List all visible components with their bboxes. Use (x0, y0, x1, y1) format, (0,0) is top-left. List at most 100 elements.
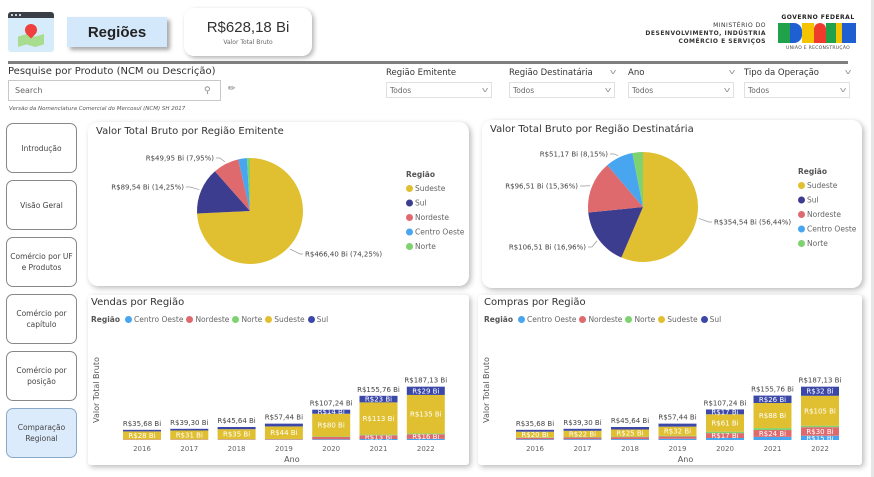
slicer-ano[interactable]: Ano v Todos v (628, 68, 736, 98)
slicer-dropdown[interactable]: Todos v (744, 82, 850, 98)
bar-segment-norte[interactable] (801, 425, 839, 428)
legend-item-sudeste[interactable]: Sudeste (807, 181, 838, 190)
bar-segment-centro-oeste[interactable] (611, 439, 649, 440)
bar-segment-nordeste[interactable] (801, 427, 839, 436)
bar-segment-nordeste[interactable] (359, 435, 398, 440)
pie-slice-sul[interactable] (588, 207, 643, 258)
bar-segment-centro-oeste[interactable] (312, 439, 351, 440)
eraser-icon[interactable]: ✏ (228, 84, 236, 94)
legend-item[interactable]: Sudeste (658, 315, 698, 324)
bar-segment-sudeste[interactable] (658, 426, 697, 436)
bar-segment-sudeste[interactable] (706, 414, 744, 432)
bar-segment-nordeste[interactable] (516, 437, 554, 440)
bar-segment-nordeste[interactable] (264, 439, 303, 440)
nav-comparacao-regional[interactable]: Comparação Regional (6, 408, 77, 458)
pie-slice-nordeste[interactable] (214, 159, 250, 211)
bar-segment-centro-oeste[interactable] (658, 438, 697, 440)
bar-segment-norte[interactable] (406, 433, 445, 435)
legend-item[interactable]: Norte (625, 315, 655, 324)
bar-segment-sul[interactable] (706, 409, 744, 415)
chevron-down-icon[interactable]: v (844, 68, 852, 76)
bar-segment-sul[interactable] (359, 395, 398, 403)
bar-segment-norte[interactable] (753, 428, 792, 431)
pie-slice-sul[interactable] (197, 171, 250, 214)
legend-item[interactable]: Sudeste (265, 315, 305, 324)
bar-segment-sudeste[interactable] (563, 430, 602, 438)
bar-segment-nordeste[interactable] (658, 436, 697, 439)
slicer-regiao-destinataria[interactable]: Região Destinatária v Todos v (509, 68, 617, 98)
bar-segment-sul[interactable] (123, 429, 161, 432)
bar-segment-sudeste[interactable] (359, 402, 398, 435)
bar-segment-centro-oeste[interactable] (801, 435, 839, 440)
bar-segment-nordeste[interactable] (753, 430, 792, 437)
bar-segment-sul[interactable] (658, 423, 697, 427)
bar-segment-sudeste[interactable] (312, 413, 351, 437)
bar-segment-nordeste[interactable] (406, 434, 445, 439)
pie-slice-norte[interactable] (632, 152, 643, 207)
bar-segment-centro-oeste[interactable] (359, 439, 398, 440)
nav-comercio-uf-produtos[interactable]: Comércio por UF e Produtos (6, 237, 77, 287)
legend-item-norte[interactable]: Norte (415, 242, 436, 251)
bar-segment-sudeste[interactable] (217, 429, 256, 440)
nav-comercio-posicao[interactable]: Comércio por posição (6, 351, 77, 401)
bar-segment-norte[interactable] (706, 431, 744, 434)
bar-segment-sudeste[interactable] (123, 431, 161, 440)
legend-item-nordeste[interactable]: Nordeste (415, 213, 449, 222)
legend-item-sudeste[interactable]: Sudeste (415, 184, 446, 193)
bar-segment-norte[interactable] (359, 434, 398, 436)
bar-segment-sul[interactable] (264, 423, 303, 427)
bar-segment-sul[interactable] (312, 409, 351, 414)
bar-segment-sudeste[interactable] (753, 403, 792, 429)
bar-segment-nordeste[interactable] (312, 436, 351, 440)
nav-introducao[interactable]: Introdução (6, 123, 77, 173)
bar-segment-sul[interactable] (516, 429, 554, 432)
bar-segment-sudeste[interactable] (801, 395, 839, 426)
bar-segment-centro-oeste[interactable] (753, 436, 792, 440)
legend-item[interactable]: Sul (307, 315, 328, 324)
pie-slice-centro-oeste[interactable] (238, 158, 250, 211)
legend-item[interactable]: Centro Oeste (518, 315, 576, 324)
bar-segment-sudeste[interactable] (170, 430, 209, 440)
legend-item[interactable]: Nordeste (579, 315, 622, 324)
bar-segment-sul[interactable] (611, 427, 649, 430)
legend-item-norte[interactable]: Norte (807, 239, 828, 248)
product-search-input[interactable]: Search ⚲ (8, 80, 221, 101)
slicer-tipo-operacao[interactable]: Tipo da Operação v Todos v (744, 68, 852, 98)
bar-segment-sul[interactable] (563, 428, 602, 431)
nav-comercio-capitulo[interactable]: Comércio por capítulo (6, 294, 77, 344)
nav-visao-geral[interactable]: Visão Geral (6, 180, 77, 230)
legend-item-nordeste[interactable]: Nordeste (807, 210, 841, 219)
bar-segment-nordeste[interactable] (611, 437, 649, 440)
legend-item-centro-oeste[interactable]: Centro Oeste (415, 228, 465, 237)
bar-segment-sul[interactable] (801, 386, 839, 396)
legend-item-centro-oeste[interactable]: Centro Oeste (807, 225, 857, 234)
slicer-regiao-emitente[interactable]: Região Emitente Todos v (386, 68, 492, 98)
bar-segment-nordeste[interactable] (563, 437, 602, 440)
bar-segment-sul[interactable] (170, 428, 209, 431)
bar-segment-sul[interactable] (406, 386, 445, 395)
legend-item[interactable]: Norte (232, 315, 262, 324)
bar-segment-sudeste[interactable] (264, 426, 303, 439)
legend-item[interactable]: Sul (700, 315, 721, 324)
legend-item[interactable]: Centro Oeste (125, 315, 183, 324)
bar-segment-sul[interactable] (217, 427, 256, 430)
pie-slice-sudeste[interactable] (197, 158, 303, 264)
slicer-dropdown[interactable]: Todos v (509, 82, 615, 98)
bar-segment-centro-oeste[interactable] (563, 439, 602, 440)
chevron-down-icon[interactable]: v (609, 68, 617, 76)
search-icon[interactable]: ⚲ (204, 85, 211, 96)
bar-segment-sudeste[interactable] (516, 431, 554, 438)
legend-item-sul[interactable]: Sul (415, 199, 427, 208)
bar-segment-sul[interactable] (753, 395, 792, 404)
pie-slice-sudeste[interactable] (621, 152, 698, 262)
slicer-dropdown[interactable]: Todos v (628, 82, 734, 98)
pie-slice-nordeste[interactable] (588, 165, 643, 213)
bar-segment-centro-oeste[interactable] (516, 439, 554, 440)
chevron-down-icon[interactable]: v (728, 68, 736, 76)
bar-segment-centro-oeste[interactable] (406, 438, 445, 440)
bar-segment-nordeste[interactable] (706, 433, 744, 439)
legend-item-sul[interactable]: Sul (807, 196, 819, 205)
bar-segment-sudeste[interactable] (406, 394, 445, 434)
legend-item[interactable]: Nordeste (186, 315, 229, 324)
bar-segment-norte[interactable] (658, 435, 697, 437)
